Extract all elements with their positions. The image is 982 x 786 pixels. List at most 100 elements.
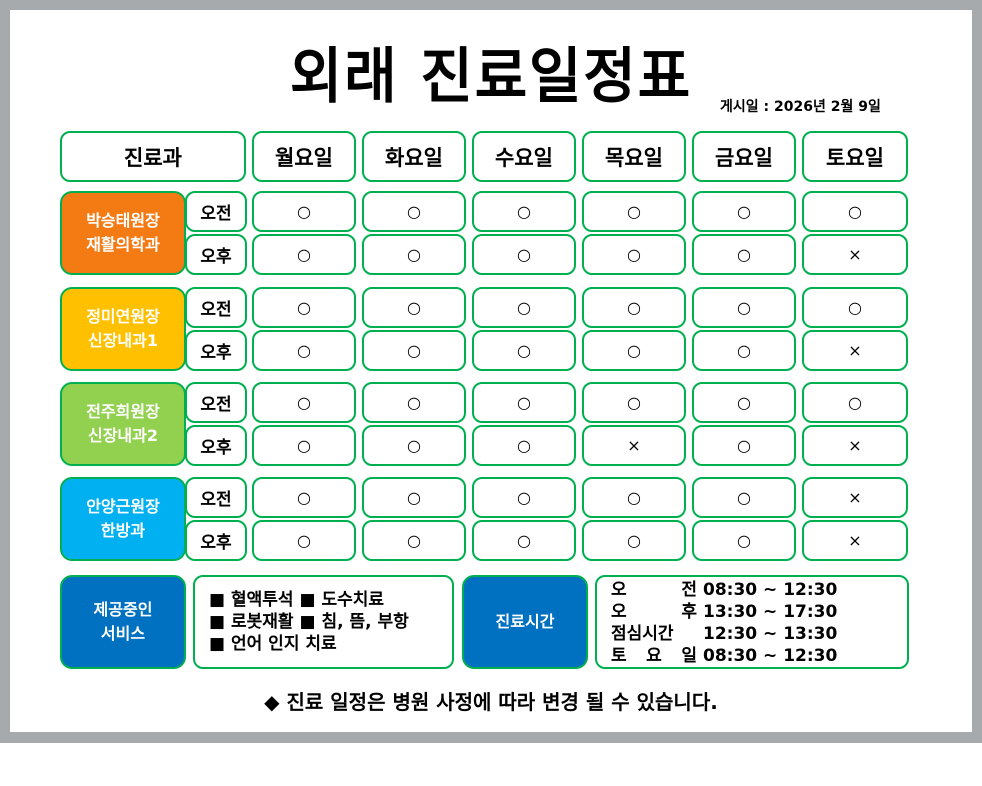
header-day: 화요일 xyxy=(362,131,466,182)
availability-cell: ○ xyxy=(472,382,576,423)
availability-cell: ○ xyxy=(252,191,356,232)
availability-cell: × xyxy=(802,234,908,275)
availability-cell: ○ xyxy=(252,425,356,466)
notice-text: ◆ 진료 일정은 병원 사정에 따라 변경 될 수 있습니다. xyxy=(264,690,718,714)
hours-value: 13:30 ~ 17:30 xyxy=(703,602,838,622)
header-day: 토요일 xyxy=(802,131,908,182)
hours-value: 08:30 ~ 12:30 xyxy=(703,580,838,600)
hours-key: 오 xyxy=(611,580,627,600)
hours-key: 후 xyxy=(681,602,697,622)
service-line: ■ 로봇재활 ■ 침, 뜸, 부항 xyxy=(209,612,409,632)
availability-cell: ○ xyxy=(252,234,356,275)
session-label: 오후 xyxy=(185,234,247,275)
header-day: 목요일 xyxy=(582,131,686,182)
session-label: 오전 xyxy=(185,287,247,328)
availability-cell: ○ xyxy=(362,382,466,423)
availability-cell: ○ xyxy=(362,287,466,328)
header-dept: 진료과 xyxy=(60,131,246,182)
availability-cell: ○ xyxy=(802,287,908,328)
availability-cell: ○ xyxy=(252,520,356,561)
doctor-name: 정미연원장 xyxy=(86,307,160,326)
services-label: 제공중인 서비스 xyxy=(60,575,186,669)
session-label: 오후 xyxy=(185,520,247,561)
header-day: 월요일 xyxy=(252,131,356,182)
service-line: ■ 언어 인지 치료 xyxy=(209,634,337,654)
availability-cell: ○ xyxy=(692,191,796,232)
posted-date: 게시일 : 2026년 2월 9일 xyxy=(720,99,881,115)
availability-cell: ○ xyxy=(252,382,356,423)
hours-key: 오 xyxy=(611,602,627,622)
availability-cell: ○ xyxy=(692,234,796,275)
doctor-name: 전주희원장 xyxy=(86,402,160,421)
hours-key: 요 xyxy=(646,646,662,666)
session-label: 오전 xyxy=(185,382,247,423)
hours-row: 점심시간 12:30 ~ 13:30 xyxy=(611,623,907,645)
session-label: 오후 xyxy=(185,425,247,466)
availability-cell: ○ xyxy=(692,477,796,518)
availability-cell: ○ xyxy=(802,191,908,232)
availability-cell: ○ xyxy=(472,425,576,466)
availability-cell: ○ xyxy=(802,382,908,423)
hours-row: 토 요 일 08:30 ~ 12:30 xyxy=(611,645,907,667)
hours-value: 12:30 ~ 13:30 xyxy=(703,624,838,644)
page-title: 외래 진료일정표 xyxy=(289,42,693,112)
availability-cell: ○ xyxy=(472,477,576,518)
availability-cell: × xyxy=(802,330,908,371)
service-line: ■ 혈액투석 ■ 도수치료 xyxy=(209,590,384,610)
doctor-dept: 한방과 xyxy=(100,521,146,540)
availability-cell: ○ xyxy=(472,330,576,371)
availability-cell: × xyxy=(802,477,908,518)
hours-row: 오 후 13:30 ~ 17:30 xyxy=(611,601,907,623)
availability-cell: ○ xyxy=(362,234,466,275)
session-label: 오전 xyxy=(185,191,247,232)
availability-cell: ○ xyxy=(582,330,686,371)
hours-key: 토 xyxy=(611,646,627,666)
availability-cell: ○ xyxy=(252,477,356,518)
availability-cell: ○ xyxy=(582,477,686,518)
availability-cell: ○ xyxy=(692,382,796,423)
availability-cell: ○ xyxy=(472,287,576,328)
doctor-dept: 재활의학과 xyxy=(86,235,160,254)
availability-cell: ○ xyxy=(472,234,576,275)
hours-label-text: 진료시간 xyxy=(495,612,555,631)
hours-key: 점심시간 xyxy=(611,624,674,644)
header-day: 금요일 xyxy=(692,131,796,182)
availability-cell: ○ xyxy=(582,234,686,275)
session-label: 오전 xyxy=(185,477,247,518)
availability-cell: ○ xyxy=(362,520,466,561)
hours-key: 전 xyxy=(681,580,697,600)
services-label-line: 제공중인 xyxy=(93,600,153,619)
availability-cell: ○ xyxy=(362,477,466,518)
availability-cell: ○ xyxy=(692,287,796,328)
header-day: 수요일 xyxy=(472,131,576,182)
hours-key: 일 xyxy=(681,646,697,666)
session-label: 오후 xyxy=(185,330,247,371)
availability-cell: ○ xyxy=(692,520,796,561)
availability-cell: ○ xyxy=(582,520,686,561)
availability-cell: ○ xyxy=(362,191,466,232)
availability-cell: ○ xyxy=(472,520,576,561)
hours-list: 오 전 08:30 ~ 12:30 오 후 13:30 ~ 17:30 점심시간 12:30 … xyxy=(595,575,909,669)
availability-cell: × xyxy=(802,520,908,561)
availability-cell: ○ xyxy=(362,425,466,466)
services-list: ■ 혈액투석 ■ 도수치료 ■ 로봇재활 ■ 침, 뜸, 부항 ■ 언어 인지 치료 xyxy=(193,575,454,669)
availability-cell: ○ xyxy=(692,330,796,371)
doctor-dept: 신장내과2 xyxy=(87,426,158,445)
hours-row: 오 전 08:30 ~ 12:30 xyxy=(611,579,907,601)
availability-cell: × xyxy=(582,425,686,466)
availability-cell: ○ xyxy=(362,330,466,371)
doctor-name: 안양근원장 xyxy=(86,497,160,516)
availability-cell: ○ xyxy=(582,287,686,328)
availability-cell: ○ xyxy=(252,287,356,328)
availability-cell: ○ xyxy=(582,382,686,423)
availability-cell: ○ xyxy=(472,191,576,232)
availability-cell: ○ xyxy=(582,191,686,232)
availability-cell: ○ xyxy=(252,330,356,371)
doctor-dept: 신장내과1 xyxy=(87,331,158,350)
doctor-name: 박승태원장 xyxy=(86,211,160,230)
availability-cell: ○ xyxy=(692,425,796,466)
